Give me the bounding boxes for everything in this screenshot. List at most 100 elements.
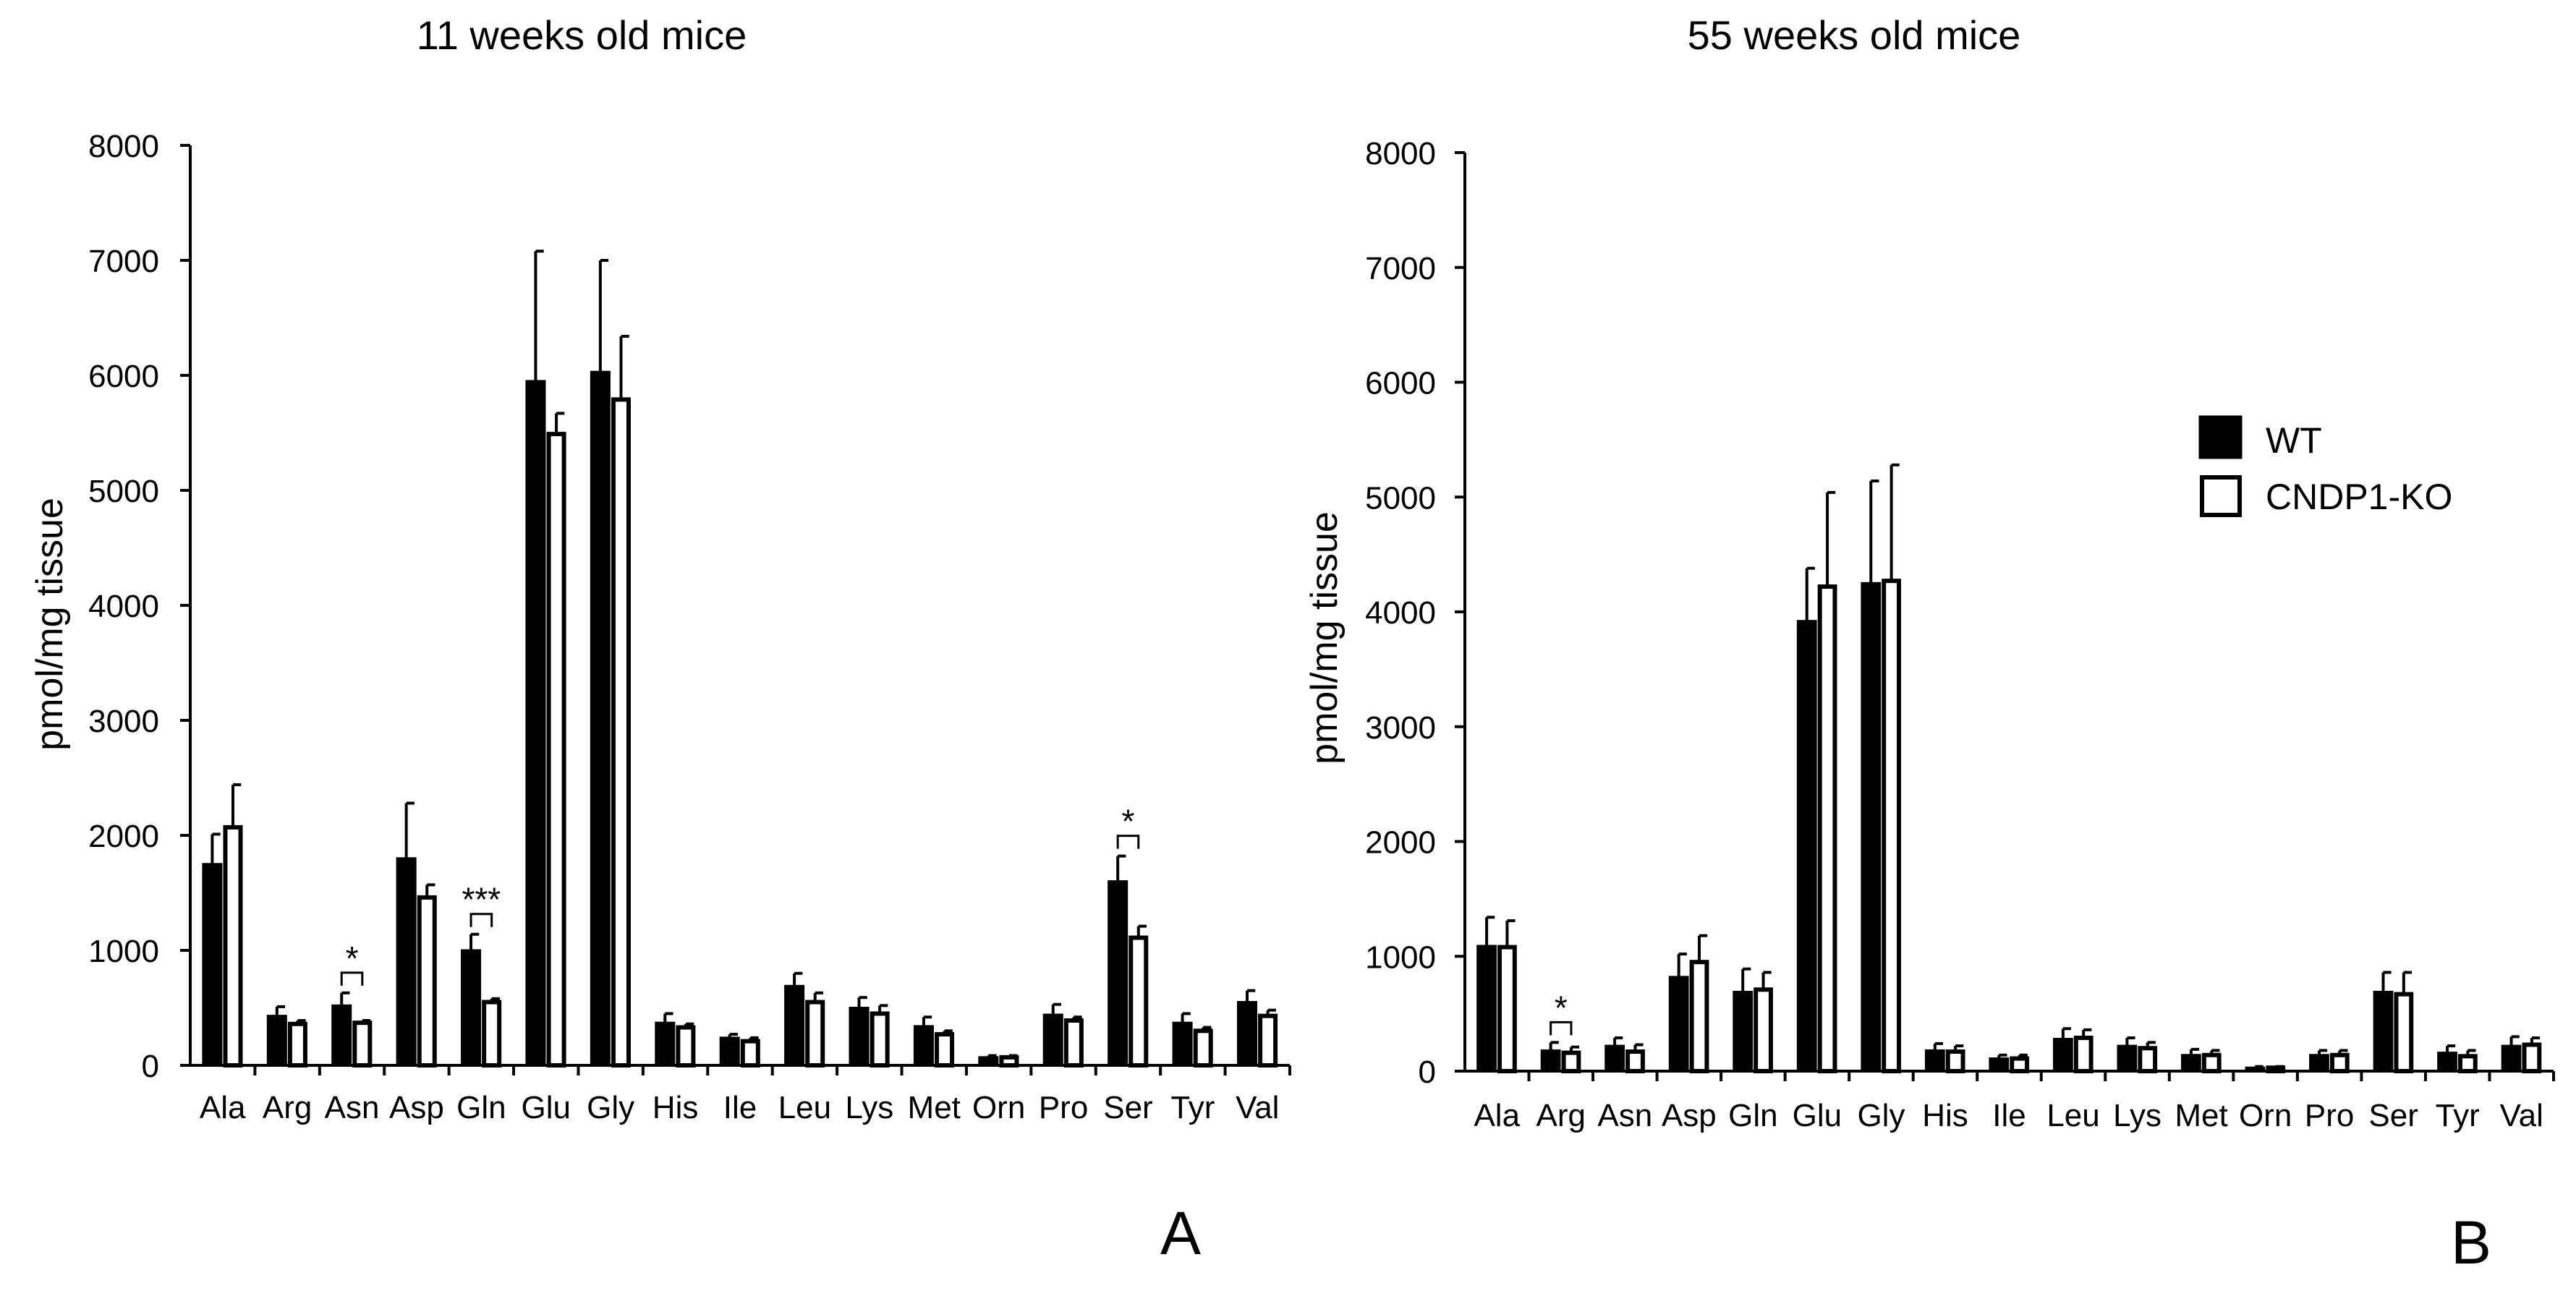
y-tick-label: 0 bbox=[142, 1049, 159, 1084]
bar-ko-leu bbox=[805, 1000, 825, 1068]
x-tick-label: Ile bbox=[1992, 1098, 2025, 1133]
y-tick-label: 1000 bbox=[1365, 940, 1436, 975]
legend-swatch-ko bbox=[2200, 475, 2242, 517]
bar-wt-gln bbox=[1733, 990, 1754, 1073]
bar-wt-tyr bbox=[1172, 1021, 1193, 1067]
bar-wt-glu bbox=[1796, 620, 1817, 1073]
significance-bracket bbox=[1550, 1021, 1573, 1036]
bar-wt-ser bbox=[1108, 880, 1128, 1067]
y-tick-label: 4000 bbox=[1365, 595, 1436, 631]
bar-ko-asp bbox=[417, 895, 437, 1068]
bar-wt-asp bbox=[1668, 976, 1689, 1073]
x-tick-label: Ser bbox=[1103, 1090, 1152, 1125]
bar-wt-asn bbox=[331, 1004, 352, 1067]
panel-b-ylabel: pmol/mg tissue bbox=[1304, 511, 1346, 764]
bar-ko-gly bbox=[1882, 579, 1901, 1073]
bar-ko-ala bbox=[223, 825, 243, 1068]
x-tick-label: Asn bbox=[325, 1090, 380, 1125]
y-tick-label: 7000 bbox=[88, 244, 159, 279]
bar-ko-ile bbox=[740, 1039, 760, 1068]
x-tick-label: Val bbox=[2500, 1098, 2543, 1133]
y-tick-label: 3000 bbox=[1365, 710, 1436, 746]
bar-ko-ser bbox=[1128, 935, 1149, 1068]
x-tick-label: Val bbox=[1236, 1090, 1279, 1125]
legend: WT CNDP1-KO bbox=[2198, 415, 2452, 517]
bar-wt-ile bbox=[719, 1036, 740, 1067]
bar-ko-tyr bbox=[1193, 1028, 1213, 1068]
bar-ko-orn bbox=[2266, 1065, 2286, 1074]
bar-wt-his bbox=[655, 1021, 676, 1067]
bar-wt-pro bbox=[1042, 1013, 1063, 1067]
bar-ko-lys bbox=[2138, 1046, 2158, 1073]
y-tick-label: 2000 bbox=[88, 819, 159, 854]
bar-wt-orn bbox=[978, 1056, 999, 1067]
x-tick-label: Orn bbox=[972, 1090, 1025, 1125]
bar-wt-gln bbox=[461, 949, 482, 1067]
significance-bracket bbox=[1116, 835, 1140, 849]
bar-ko-gln bbox=[482, 1000, 502, 1068]
x-tick-label: Met bbox=[2175, 1098, 2227, 1133]
legend-label-ko: CNDP1-KO bbox=[2266, 477, 2452, 517]
x-tick-label: Gln bbox=[456, 1090, 506, 1125]
x-tick-label: Gln bbox=[1728, 1098, 1777, 1133]
bar-ko-leu bbox=[2073, 1035, 2093, 1074]
x-tick-label: Orn bbox=[2239, 1098, 2292, 1133]
panel-a-plot-area: 0 1000 2000 3000 4000 5000 6000 7000 8000 Ala Arg A… bbox=[88, 129, 1291, 1125]
x-tick-label: Leu bbox=[778, 1090, 831, 1125]
significance-bracket bbox=[340, 971, 364, 986]
bar-ko-met bbox=[2201, 1052, 2222, 1074]
bar-wt-orn bbox=[2245, 1066, 2266, 1073]
bar-ko-arg bbox=[1561, 1050, 1581, 1073]
bar-ko-asn bbox=[352, 1021, 373, 1068]
significance-marker: * bbox=[1122, 803, 1135, 840]
x-tick-label: Ala bbox=[200, 1090, 246, 1125]
y-tick-label: 6000 bbox=[88, 359, 159, 394]
bar-ko-glu bbox=[1817, 584, 1837, 1073]
bar-ko-val bbox=[2522, 1042, 2542, 1074]
bar-ko-ala bbox=[1497, 945, 1517, 1074]
bar-wt-arg bbox=[266, 1015, 287, 1067]
panel-a: 11 weeks old mice pmol/mg tissue A 0 1000… bbox=[29, 12, 1291, 1267]
bar-wt-arg bbox=[1540, 1049, 1561, 1073]
x-tick-label: Met bbox=[908, 1090, 961, 1125]
y-tick-label: 2000 bbox=[1365, 825, 1436, 861]
bar-wt-ala bbox=[202, 863, 223, 1067]
x-tick-label: Gly bbox=[587, 1090, 634, 1125]
bar-wt-ala bbox=[1476, 945, 1497, 1073]
bar-ko-his bbox=[1945, 1049, 1965, 1073]
bar-ko-asp bbox=[1689, 960, 1709, 1073]
bar-ko-gln bbox=[1754, 987, 1773, 1073]
bar-wt-pro bbox=[2309, 1054, 2329, 1073]
x-tick-label: Lys bbox=[845, 1090, 893, 1125]
bar-ko-pro bbox=[2329, 1052, 2350, 1074]
panel-b-plot-area: 0 1000 2000 3000 4000 5000 6000 7000 8000 Ala Arg A… bbox=[1365, 136, 2555, 1133]
y-tick-label: 8000 bbox=[88, 129, 159, 164]
x-tick-label: Arg bbox=[263, 1090, 312, 1125]
x-tick-label: Pro bbox=[2305, 1098, 2354, 1133]
bar-ko-val bbox=[1258, 1013, 1278, 1068]
bar-wt-ile bbox=[1989, 1057, 2010, 1073]
x-tick-label: Asp bbox=[389, 1090, 444, 1125]
bar-wt-lys bbox=[2117, 1044, 2138, 1073]
bar-wt-met bbox=[913, 1025, 934, 1067]
bar-wt-asn bbox=[1604, 1044, 1625, 1073]
bar-ko-arg bbox=[287, 1021, 307, 1068]
bar-ko-orn bbox=[999, 1054, 1019, 1068]
legend-label-wt: WT bbox=[2266, 420, 2322, 461]
x-tick-label: Ile bbox=[723, 1090, 757, 1125]
significance-bracket bbox=[469, 913, 493, 927]
panel-a-title: 11 weeks old mice bbox=[417, 12, 747, 58]
panel-a-ylabel: pmol/mg tissue bbox=[29, 498, 71, 751]
x-tick-label: Tyr bbox=[1170, 1090, 1215, 1125]
significance-marker: * bbox=[1555, 989, 1568, 1026]
y-tick-label: 8000 bbox=[1365, 136, 1436, 171]
bar-wt-gly bbox=[590, 370, 611, 1067]
bar-wt-ser bbox=[2373, 990, 2394, 1073]
bar-ko-tyr bbox=[2457, 1054, 2478, 1074]
bar-wt-tyr bbox=[2437, 1052, 2457, 1073]
x-tick-label: Ala bbox=[1474, 1098, 1520, 1133]
legend-swatch-wt bbox=[2198, 415, 2243, 459]
x-tick-label: His bbox=[652, 1090, 699, 1125]
bar-wt-val bbox=[1236, 1001, 1258, 1067]
